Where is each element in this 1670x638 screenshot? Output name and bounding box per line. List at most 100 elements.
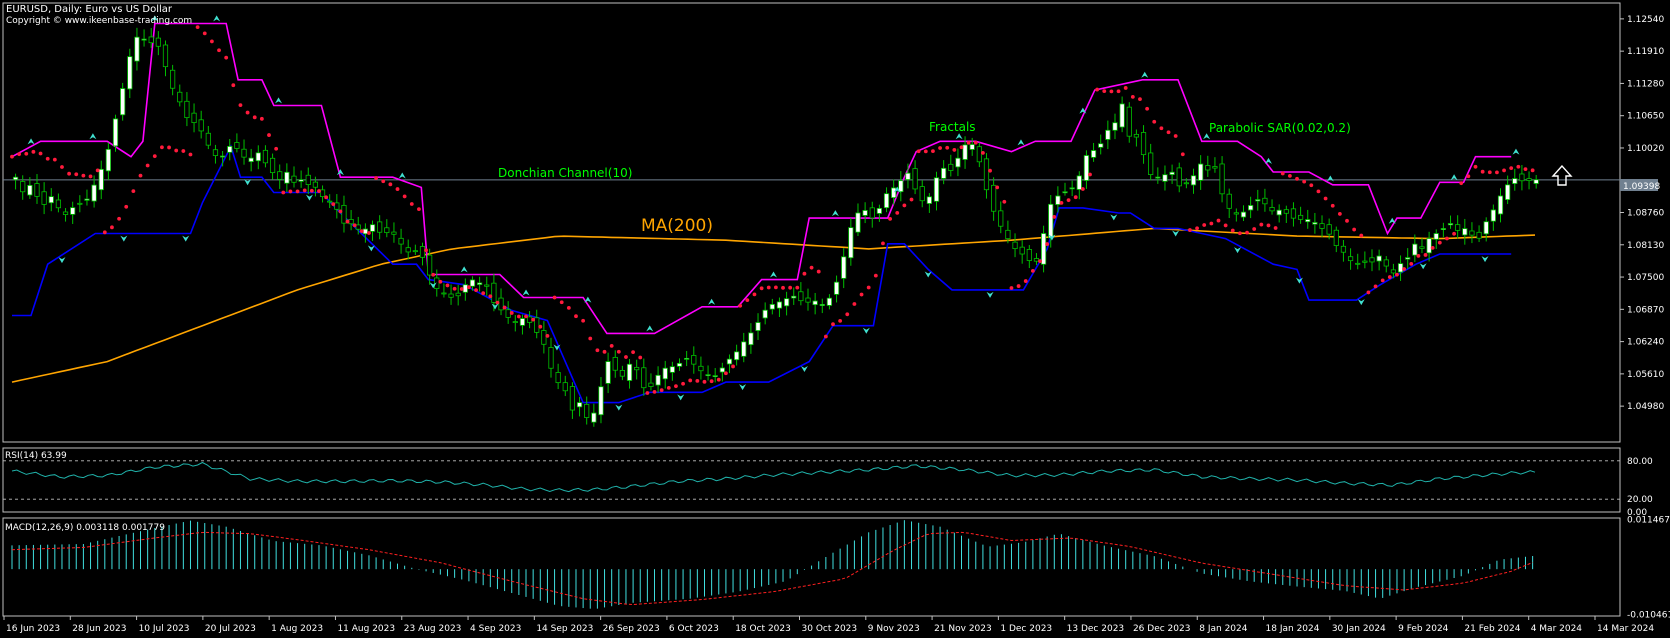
sar-dot <box>666 385 671 390</box>
sar-dot <box>574 314 578 319</box>
bull-candle <box>905 172 911 180</box>
sar-dot <box>1038 259 1042 264</box>
bear-candle <box>305 174 311 185</box>
bull-candle <box>48 196 54 204</box>
sar-dot <box>1302 179 1307 184</box>
sar-dot <box>902 203 907 208</box>
bull-candle <box>477 282 483 285</box>
bull-candle <box>833 281 840 295</box>
bear-candle <box>162 44 169 68</box>
sar-dot <box>1459 181 1464 186</box>
bear-candle <box>262 149 269 164</box>
sar-dot <box>1330 203 1335 208</box>
sar-dot <box>495 300 500 305</box>
sar-dot <box>831 322 835 327</box>
bull-candle <box>362 228 368 235</box>
bear-candle <box>612 356 618 371</box>
sar-dot <box>859 292 864 297</box>
date-axis: 16 Jun 2023 28 Jun 2023 10 Jul 2023 20 Jul … <box>3 616 1654 634</box>
bull-candle <box>112 118 119 147</box>
sar-dot <box>317 189 321 193</box>
sar-dot <box>559 300 564 305</box>
date-tick-label: 30 Oct 2023 <box>802 624 858 634</box>
bull-candle <box>726 358 733 365</box>
sar-dot <box>1430 245 1435 250</box>
sar-dot <box>595 348 600 353</box>
macd-signal-line <box>11 531 1533 606</box>
sar-dot <box>1152 119 1157 124</box>
sar-dot <box>1238 231 1242 236</box>
sar-dot <box>1138 97 1142 102</box>
date-tick-label: 18 Jan 2024 <box>1266 624 1320 634</box>
bull-candle <box>576 402 583 408</box>
fractal-up-icon <box>893 186 901 193</box>
sar-dot <box>359 229 364 233</box>
fractal-up-icon <box>1017 139 1025 146</box>
bear-candle <box>191 112 197 124</box>
sar-dot <box>1123 86 1128 90</box>
sar-dot <box>1409 261 1414 266</box>
bear-candle <box>434 277 440 289</box>
bull-candle <box>12 176 19 181</box>
date-tick-label: 13 Dec 2023 <box>1067 624 1125 634</box>
sar-dot <box>395 187 400 191</box>
sar-dot <box>959 145 964 150</box>
bear-candle <box>448 293 454 298</box>
bear-candle <box>1519 173 1525 182</box>
bear-candle <box>1283 209 1289 214</box>
sar-dot <box>331 202 336 207</box>
sar-dot <box>195 25 200 30</box>
sar-dot <box>302 188 307 193</box>
sar-dot <box>224 55 229 60</box>
bear-candle <box>991 184 997 212</box>
bear-candle <box>1183 182 1189 185</box>
sar-dot <box>1073 195 1078 200</box>
bull-candle <box>1276 209 1282 216</box>
bear-candle <box>998 210 1004 227</box>
sar-dot <box>866 285 871 290</box>
sar-dot <box>1016 284 1021 288</box>
bear-candle <box>334 202 340 210</box>
bear-candle <box>505 309 511 318</box>
bear-candle <box>1347 256 1354 262</box>
fractal-down-icon <box>1234 247 1242 254</box>
sar-dot <box>909 197 914 202</box>
sar-dot <box>1102 89 1107 94</box>
bear-candle <box>691 355 697 365</box>
bull-candle <box>755 322 761 331</box>
sar-dot <box>524 314 528 319</box>
sar-dot <box>1059 200 1064 205</box>
fractal-up-icon <box>522 289 530 296</box>
fractal-up-icon <box>1264 157 1272 164</box>
bull-candle <box>1155 176 1161 179</box>
sar-dot <box>1245 230 1249 235</box>
bear-candle <box>177 91 183 103</box>
bull-candle <box>98 168 104 191</box>
rsi-panel[interactable]: 80.00 20.00 0.00 <box>2 447 1653 518</box>
macd-panel[interactable]: 0.011467 -0.010461 <box>2 515 1670 621</box>
sar-dot <box>110 225 114 230</box>
sar-dot <box>488 294 493 299</box>
main-price-panel[interactable]: 1.12540 1.11910 1.11280 1.10650 1.10020 1.087… <box>2 2 1664 443</box>
sar-dot <box>131 189 136 194</box>
sar-dot <box>95 168 100 173</box>
date-tick-label: 1 Dec 2023 <box>1000 624 1052 634</box>
sar-dot <box>1366 290 1371 295</box>
bear-candle <box>427 254 433 276</box>
sar-dot <box>409 202 414 206</box>
sar-dot <box>1052 215 1057 219</box>
date-tick-label: 21 Nov 2023 <box>934 624 992 634</box>
bull-candle <box>1412 243 1418 256</box>
bull-candle <box>841 256 847 279</box>
sar-dot <box>345 219 350 224</box>
sar-dot <box>745 298 750 303</box>
donchian-upper-line <box>11 22 1512 335</box>
sar-dot <box>1395 272 1399 277</box>
fractal-up-icon <box>151 15 159 22</box>
sar-dot <box>417 207 421 212</box>
sar-dot <box>238 103 243 108</box>
bull-candle <box>1433 233 1439 240</box>
sar-dot <box>1023 279 1028 283</box>
bear-candle <box>405 247 411 253</box>
date-tick-label: 6 Oct 2023 <box>669 624 719 634</box>
